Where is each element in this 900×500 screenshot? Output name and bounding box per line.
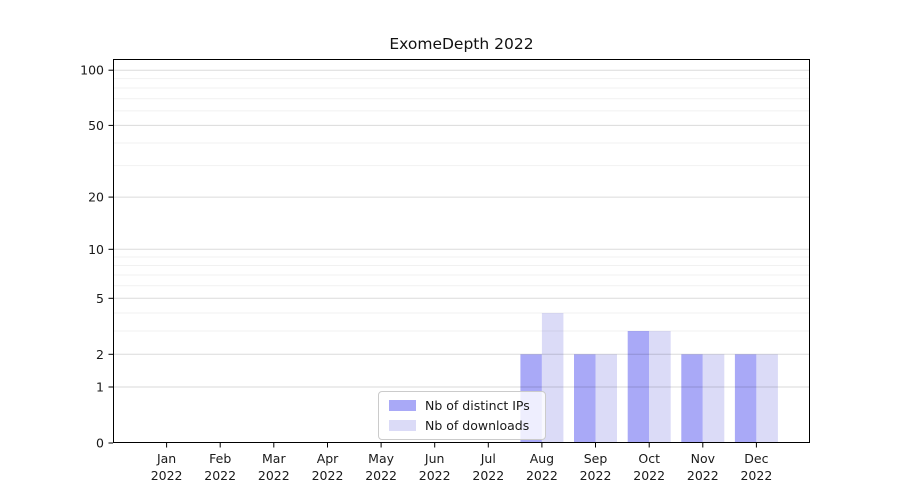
bar-sep-distinct-ips bbox=[574, 354, 596, 443]
x-tick-label-year: 2022 bbox=[633, 468, 665, 483]
x-tick-label-month: May bbox=[368, 451, 394, 466]
bar-oct-downloads bbox=[649, 331, 671, 443]
bar-dec-downloads bbox=[756, 354, 778, 443]
legend-label-distinct-ips: Nb of distinct IPs bbox=[425, 398, 530, 413]
legend-swatch-downloads bbox=[389, 420, 416, 431]
x-tick-label-month: Apr bbox=[317, 451, 339, 466]
y-tick-label: 0 bbox=[96, 436, 104, 451]
legend-item-distinct-ips: Nb of distinct IPs bbox=[389, 398, 537, 413]
x-tick-label-year: 2022 bbox=[526, 468, 558, 483]
x-tick-label-year: 2022 bbox=[204, 468, 236, 483]
x-tick-label-month: Dec bbox=[744, 451, 768, 466]
legend: Nb of distinct IPs Nb of downloads bbox=[378, 391, 546, 440]
bar-nov-distinct-ips bbox=[681, 354, 703, 443]
x-tick-label-month: Feb bbox=[209, 451, 231, 466]
x-tick-label-year: 2022 bbox=[419, 468, 451, 483]
x-tick-label-year: 2022 bbox=[365, 468, 397, 483]
bar-aug-downloads bbox=[541, 313, 564, 443]
x-tick-label-month: Nov bbox=[691, 451, 716, 466]
x-tick-label-year: 2022 bbox=[258, 468, 290, 483]
x-tick-label-year: 2022 bbox=[312, 468, 344, 483]
y-tick-label: 1 bbox=[96, 380, 104, 395]
x-tick-label-year: 2022 bbox=[580, 468, 612, 483]
bar-sep-downloads bbox=[595, 354, 617, 443]
x-tick-label-month: Mar bbox=[262, 451, 286, 466]
y-tick-label: 5 bbox=[96, 291, 104, 306]
x-tick-label-year: 2022 bbox=[151, 468, 183, 483]
bar-dec-distinct-ips bbox=[734, 354, 757, 443]
x-tick-label-month: Jan bbox=[156, 451, 176, 466]
x-tick-label-month: Sep bbox=[584, 451, 608, 466]
y-tick-label: 100 bbox=[80, 63, 104, 78]
bar-oct-distinct-ips bbox=[627, 331, 650, 443]
x-tick-label-year: 2022 bbox=[687, 468, 719, 483]
y-tick-label: 50 bbox=[88, 118, 104, 133]
x-tick-label-month: Oct bbox=[638, 451, 660, 466]
bar-nov-downloads bbox=[702, 354, 725, 443]
x-tick-label-month: Jul bbox=[480, 451, 496, 466]
chart-title: ExomeDepth 2022 bbox=[389, 35, 534, 53]
x-tick-label-year: 2022 bbox=[740, 468, 772, 483]
y-tick-label: 2 bbox=[96, 347, 104, 362]
y-tick-label: 10 bbox=[88, 242, 104, 257]
y-tick-label: 20 bbox=[88, 190, 104, 205]
x-tick-label-month: Jun bbox=[424, 451, 445, 466]
legend-item-downloads: Nb of downloads bbox=[389, 418, 537, 433]
plot-border bbox=[113, 59, 810, 443]
x-tick-label-year: 2022 bbox=[472, 468, 504, 483]
legend-swatch-distinct-ips bbox=[389, 400, 416, 411]
legend-label-downloads: Nb of downloads bbox=[425, 418, 530, 433]
x-tick-label-month: Aug bbox=[530, 451, 554, 466]
